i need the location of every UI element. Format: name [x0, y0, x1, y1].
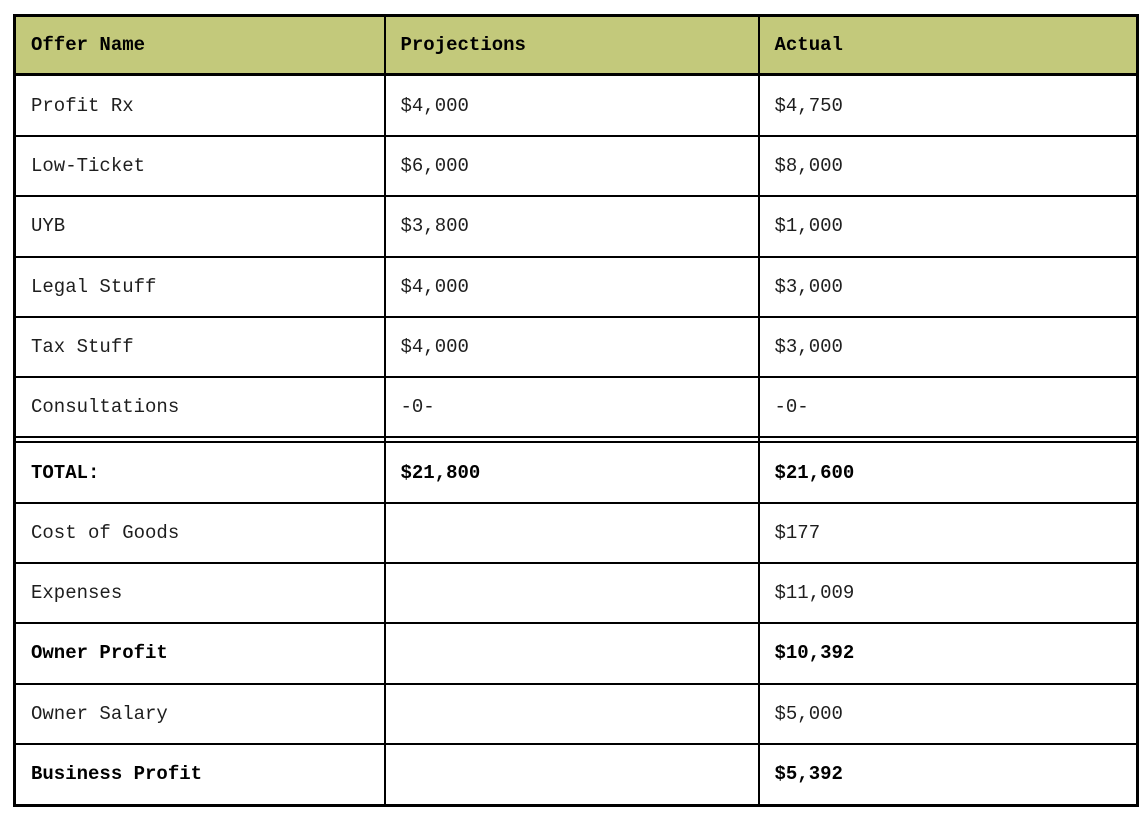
projections-cell: [383, 742, 760, 807]
offer-name-cell: TOTAL:: [13, 441, 386, 504]
offer-name-cell: Tax Stuff: [13, 315, 386, 379]
projections-cell: [383, 562, 760, 625]
offer-name-cell: Consultations: [13, 376, 386, 439]
projections-cell: [383, 501, 760, 565]
projections-column-header: Projections: [383, 14, 760, 76]
row-business-profit: Business Profit $5,392: [13, 742, 1139, 807]
actual-cell: $8,000: [757, 135, 1139, 198]
financial-table: Offer Name Projections Actual Profit Rx …: [13, 14, 1139, 807]
projections-cell: $21,800: [383, 441, 760, 504]
actual-cell: $4,750: [757, 73, 1139, 138]
row-expenses: Expenses $11,009: [13, 562, 1139, 625]
row-tax-stuff: Tax Stuff $4,000 $3,000: [13, 315, 1139, 379]
projections-cell: $4,000: [383, 73, 760, 138]
projections-cell: $4,000: [383, 315, 760, 379]
actual-cell: $1,000: [757, 195, 1139, 258]
projections-cell: $3,800: [383, 195, 760, 258]
projections-cell: [383, 436, 760, 444]
actual-cell: $5,392: [757, 742, 1139, 807]
actual-cell: [757, 436, 1139, 444]
row-cost-of-goods: Cost of Goods $177: [13, 501, 1139, 565]
row-empty: [13, 436, 1139, 444]
offer-name-cell: Owner Salary: [13, 682, 386, 745]
offer-name-cell: Owner Profit: [13, 622, 386, 685]
actual-cell: $21,600: [757, 441, 1139, 504]
projections-cell: $6,000: [383, 135, 760, 198]
actual-cell: $5,000: [757, 682, 1139, 745]
financial-table-container: Offer Name Projections Actual Profit Rx …: [13, 14, 1139, 807]
actual-cell: $10,392: [757, 622, 1139, 685]
offer-name-cell: Business Profit: [13, 742, 386, 807]
actual-cell: $177: [757, 501, 1139, 565]
offer-name-cell: Low-Ticket: [13, 135, 386, 198]
offer-name-cell: [13, 436, 386, 444]
actual-cell: -0-: [757, 376, 1139, 439]
offer-name-cell: Expenses: [13, 562, 386, 625]
row-total: TOTAL: $21,800 $21,600: [13, 441, 1139, 504]
row-legal-stuff: Legal Stuff $4,000 $3,000: [13, 255, 1139, 318]
projections-cell: [383, 682, 760, 745]
offer-name-cell: Profit Rx: [13, 73, 386, 138]
projections-cell: -0-: [383, 376, 760, 439]
actual-column-header: Actual: [757, 14, 1139, 76]
offer-name-column-header: Offer Name: [13, 14, 386, 76]
row-owner-salary: Owner Salary $5,000: [13, 682, 1139, 745]
projections-cell: $4,000: [383, 255, 760, 318]
row-low-ticket: Low-Ticket $6,000 $8,000: [13, 135, 1139, 198]
actual-cell: $11,009: [757, 562, 1139, 625]
offer-name-cell: Cost of Goods: [13, 501, 386, 565]
row-uyb: UYB $3,800 $1,000: [13, 195, 1139, 258]
projections-cell: [383, 622, 760, 685]
header-row: Offer Name Projections Actual: [13, 14, 1139, 76]
row-profit-rx: Profit Rx $4,000 $4,750: [13, 73, 1139, 138]
row-consultations: Consultations -0- -0-: [13, 376, 1139, 439]
actual-cell: $3,000: [757, 315, 1139, 379]
offer-name-cell: Legal Stuff: [13, 255, 386, 318]
actual-cell: $3,000: [757, 255, 1139, 318]
offer-name-cell: UYB: [13, 195, 386, 258]
row-owner-profit: Owner Profit $10,392: [13, 622, 1139, 685]
